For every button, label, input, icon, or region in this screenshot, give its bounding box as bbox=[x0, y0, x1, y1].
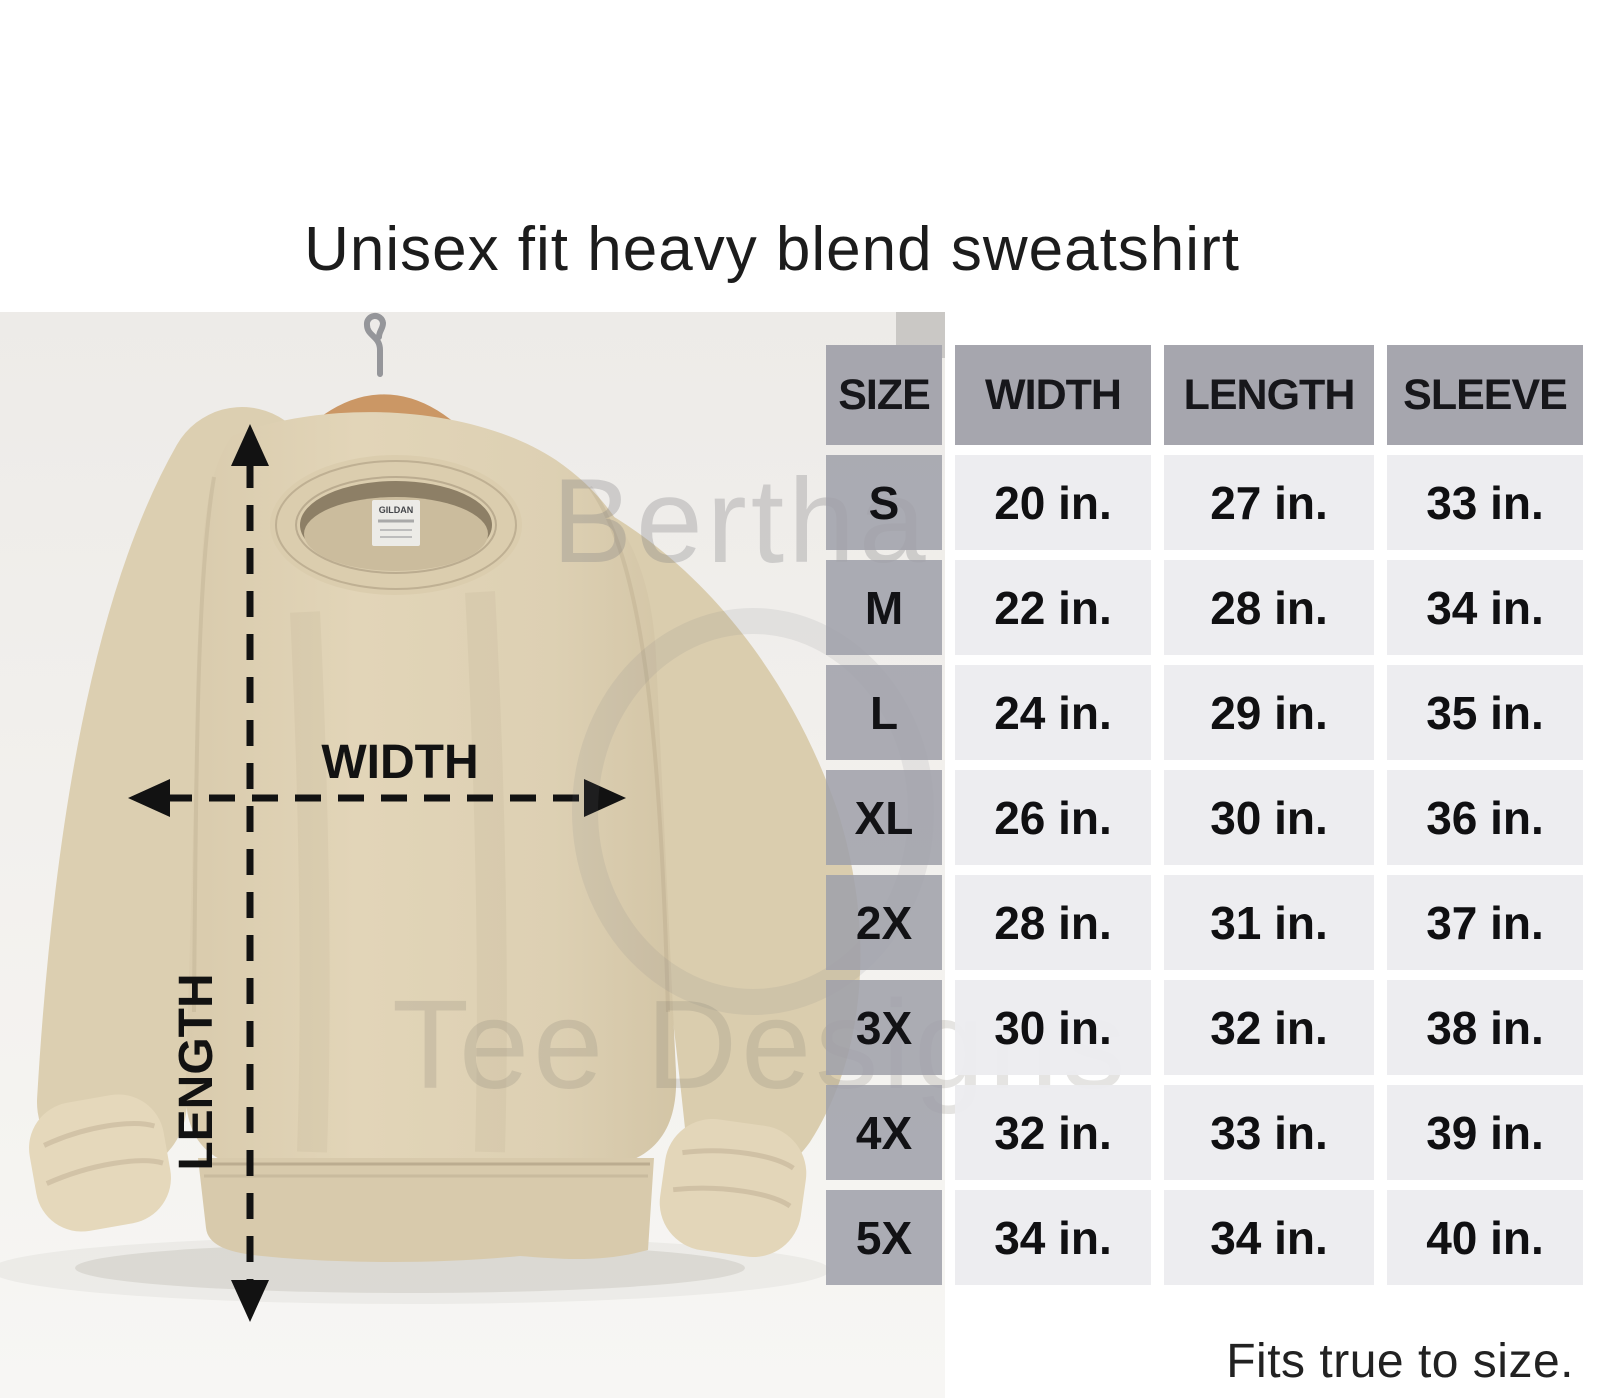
width-label: WIDTH bbox=[321, 736, 478, 789]
table-value-cell: 29 in. bbox=[1164, 665, 1374, 760]
table-value-cell: 22 in. bbox=[955, 560, 1151, 655]
table-value-cell: 34 in. bbox=[955, 1190, 1151, 1285]
table-size-cell: L bbox=[826, 665, 942, 760]
table-value-cell: 37 in. bbox=[1387, 875, 1583, 970]
length-label: LENGTH bbox=[170, 973, 223, 1170]
table-value-cell: 30 in. bbox=[955, 980, 1151, 1075]
page-title: Unisex fit heavy blend sweatshirt bbox=[304, 215, 1240, 284]
table-value-cell: 40 in. bbox=[1387, 1190, 1583, 1285]
table-size-cell: S bbox=[826, 455, 942, 550]
table-value-cell: 39 in. bbox=[1387, 1085, 1583, 1180]
table-value-cell: 30 in. bbox=[1164, 770, 1374, 865]
table-value-cell: 32 in. bbox=[1164, 980, 1374, 1075]
brand-tag-text: GILDAN bbox=[379, 505, 414, 515]
table-header-cell: SIZE bbox=[826, 345, 942, 445]
table-value-cell: 34 in. bbox=[1164, 1190, 1374, 1285]
table-header-cell: LENGTH bbox=[1164, 345, 1374, 445]
product-photo: GILDAN WIDTH LENGTH bbox=[0, 312, 945, 1398]
sweatshirt: GILDAN bbox=[29, 407, 861, 1263]
table-value-cell: 35 in. bbox=[1387, 665, 1583, 760]
table-value-cell: 34 in. bbox=[1387, 560, 1583, 655]
table-value-cell: 31 in. bbox=[1164, 875, 1374, 970]
table-value-cell: 33 in. bbox=[1387, 455, 1583, 550]
table-value-cell: 20 in. bbox=[955, 455, 1151, 550]
table-size-cell: 5X bbox=[826, 1190, 942, 1285]
table-value-cell: 32 in. bbox=[955, 1085, 1151, 1180]
table-header-cell: WIDTH bbox=[955, 345, 1151, 445]
table-header-cell: SLEEVE bbox=[1387, 345, 1583, 445]
table-value-cell: 33 in. bbox=[1164, 1085, 1374, 1180]
table-size-cell: 4X bbox=[826, 1085, 942, 1180]
width-arrow bbox=[128, 779, 626, 817]
table-size-cell: XL bbox=[826, 770, 942, 865]
size-table: SIZE WIDTH LENGTH SLEEVE S 20 in. 27 in. 33 in.… bbox=[826, 345, 1583, 1285]
table-value-cell: 26 in. bbox=[955, 770, 1151, 865]
table-size-cell: M bbox=[826, 560, 942, 655]
table-value-cell: 28 in. bbox=[1164, 560, 1374, 655]
neck-label: GILDAN bbox=[372, 500, 420, 546]
table-size-cell: 2X bbox=[826, 875, 942, 970]
length-arrow bbox=[231, 424, 269, 1322]
table-value-cell: 24 in. bbox=[955, 665, 1151, 760]
table-size-cell: 3X bbox=[826, 980, 942, 1075]
table-value-cell: 36 in. bbox=[1387, 770, 1583, 865]
table-value-cell: 27 in. bbox=[1164, 455, 1374, 550]
hanger-hook-icon bbox=[363, 312, 387, 377]
table-value-cell: 38 in. bbox=[1387, 980, 1583, 1075]
table-value-cell: 28 in. bbox=[955, 875, 1151, 970]
fit-note: Fits true to size. bbox=[1226, 1335, 1574, 1388]
